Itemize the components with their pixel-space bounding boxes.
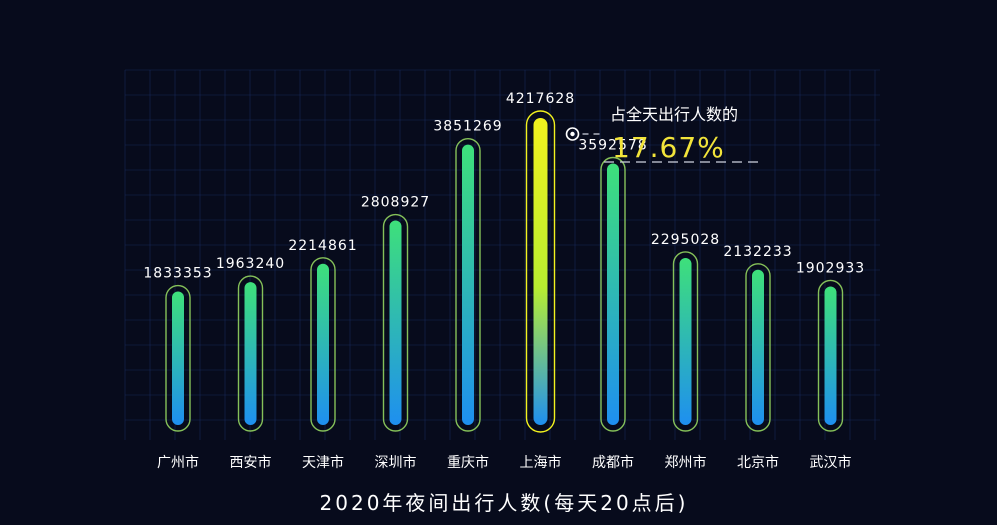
category-label: 重庆市: [447, 454, 489, 471]
bar: [317, 263, 329, 425]
pointer-ring: [565, 127, 580, 141]
bar-value-label: 2214861: [288, 238, 357, 254]
pointer-dot: [570, 131, 575, 137]
bar-value-label: 3851269: [433, 119, 502, 135]
annotation: 占全天出行人数的 17.67%: [565, 105, 762, 164]
bar-outline: [745, 263, 771, 432]
bar-value-label: 2808927: [361, 195, 430, 211]
bar-outline: [817, 279, 844, 432]
bar-outline: [165, 284, 191, 432]
bar: [462, 144, 474, 425]
bar: [389, 220, 402, 425]
bar-outline: [382, 213, 409, 432]
bar-value-label: 3592578: [578, 137, 647, 153]
bars-layer: 1833353 广州市 1963240 西安市 2214861 天津市 2808927 深圳市…: [143, 91, 865, 471]
category-label: 郑州市: [665, 454, 707, 471]
category-label: 成都市: [592, 454, 634, 471]
bar: [172, 291, 184, 425]
bar: [533, 118, 548, 425]
annotation-label: 占全天出行人数的: [610, 105, 738, 124]
bar-value-label: 1963240: [216, 256, 285, 272]
bar: [607, 163, 619, 425]
bar-outline: [237, 275, 264, 432]
category-label: 深圳市: [375, 454, 417, 471]
category-label: 天津市: [302, 454, 344, 471]
annotation-value: 17.67%: [612, 131, 725, 164]
bar-value-label: 4217628: [506, 91, 575, 107]
bar: [752, 269, 764, 425]
bar-outline: [455, 137, 481, 432]
bar-outline: [672, 251, 699, 432]
bar-value-label: 1902933: [796, 260, 865, 276]
category-label: 广州市: [157, 454, 199, 471]
category-label: 西安市: [230, 454, 272, 471]
category-label: 上海市: [520, 454, 562, 471]
bar: [679, 257, 692, 425]
bar-outline: [600, 156, 626, 432]
bar-value-label: 1833353: [143, 266, 212, 282]
bar: [824, 286, 837, 425]
category-label: 武汉市: [810, 454, 852, 471]
category-label: 北京市: [737, 454, 779, 471]
bar: [244, 282, 257, 425]
bar-outline: [525, 110, 556, 433]
bar-value-label: 2132233: [723, 244, 792, 260]
bar-value-label: 2295028: [651, 232, 720, 248]
chart-title: 2020年夜间出行人数(每天20点后): [320, 491, 689, 515]
bar-outline: [310, 257, 336, 432]
